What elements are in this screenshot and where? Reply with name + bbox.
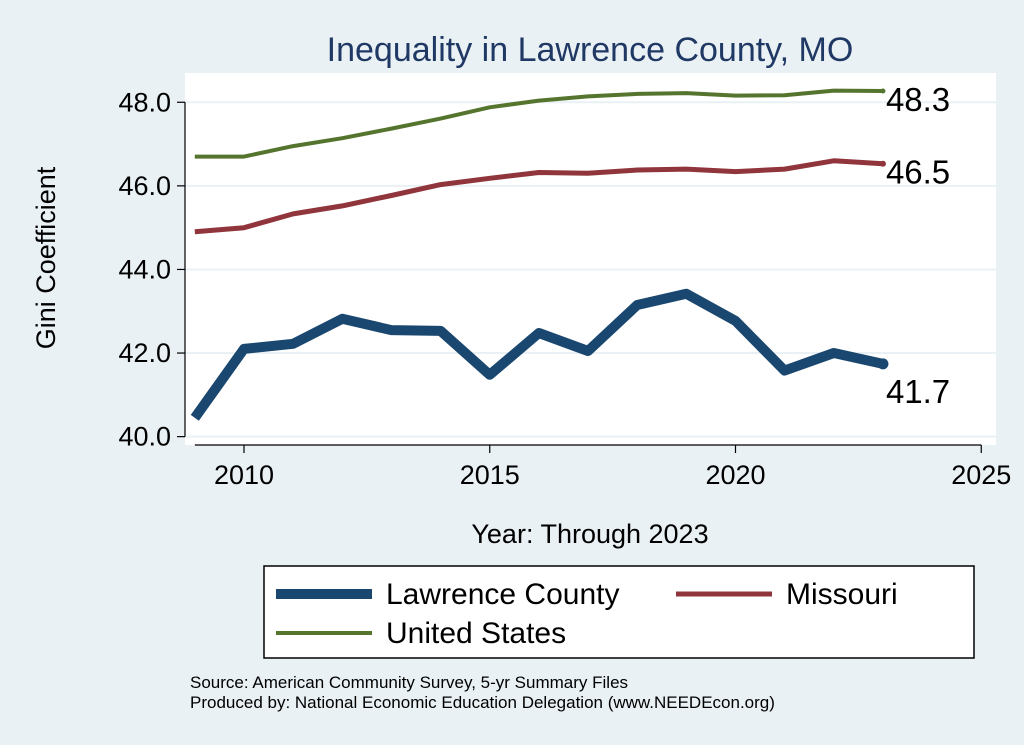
series-lines [190, 88, 889, 421]
legend: Lawrence County Missouri United States [263, 565, 975, 659]
y-axis-ticks: 40.0 42.0 44.0 46.0 48.0 [118, 87, 185, 452]
y-tick-label: 48.0 [118, 87, 171, 117]
x-axis-ticks: 2010 2015 2020 2025 [214, 445, 1011, 490]
legend-label-lawrence-county: Lawrence County [386, 578, 619, 611]
x-tick-label: 2020 [705, 460, 765, 490]
x-tick-label: 2015 [460, 460, 520, 490]
source-note: Source: American Community Survey, 5-yr … [190, 673, 628, 692]
series-end-point-missouri [879, 160, 886, 167]
y-axis-title: Gini Coefficient [31, 166, 61, 349]
plot-area [185, 73, 996, 445]
producer-note: Produced by: National Economic Education… [190, 693, 775, 712]
series-end-point-united-states [880, 88, 886, 94]
end-label-missouri: 46.5 [886, 154, 950, 191]
legend-label-united-states: United States [386, 617, 566, 650]
series-line-lawrence-county [190, 288, 885, 421]
x-axis-title: Year: Through 2023 [471, 519, 708, 549]
y-tick-label: 40.0 [118, 422, 171, 452]
legend-label-missouri: Missouri [786, 578, 898, 611]
series-end-point-lawrence-county [877, 358, 889, 370]
end-labels: 48.3 46.5 41.7 [886, 81, 950, 410]
y-tick-label: 44.0 [118, 254, 171, 284]
x-tick-label: 2010 [214, 460, 274, 490]
end-label-united-states: 48.3 [886, 81, 950, 118]
chart-title: Inequality in Lawrence County, MO [327, 31, 854, 69]
x-tick-label: 2025 [951, 460, 1011, 490]
legend-box [263, 565, 975, 659]
end-label-lawrence-county: 41.7 [886, 373, 950, 410]
y-tick-label: 42.0 [118, 338, 171, 368]
y-tick-label: 46.0 [118, 171, 171, 201]
series-line-missouri [194, 158, 884, 235]
series-line-united-states [194, 88, 884, 159]
